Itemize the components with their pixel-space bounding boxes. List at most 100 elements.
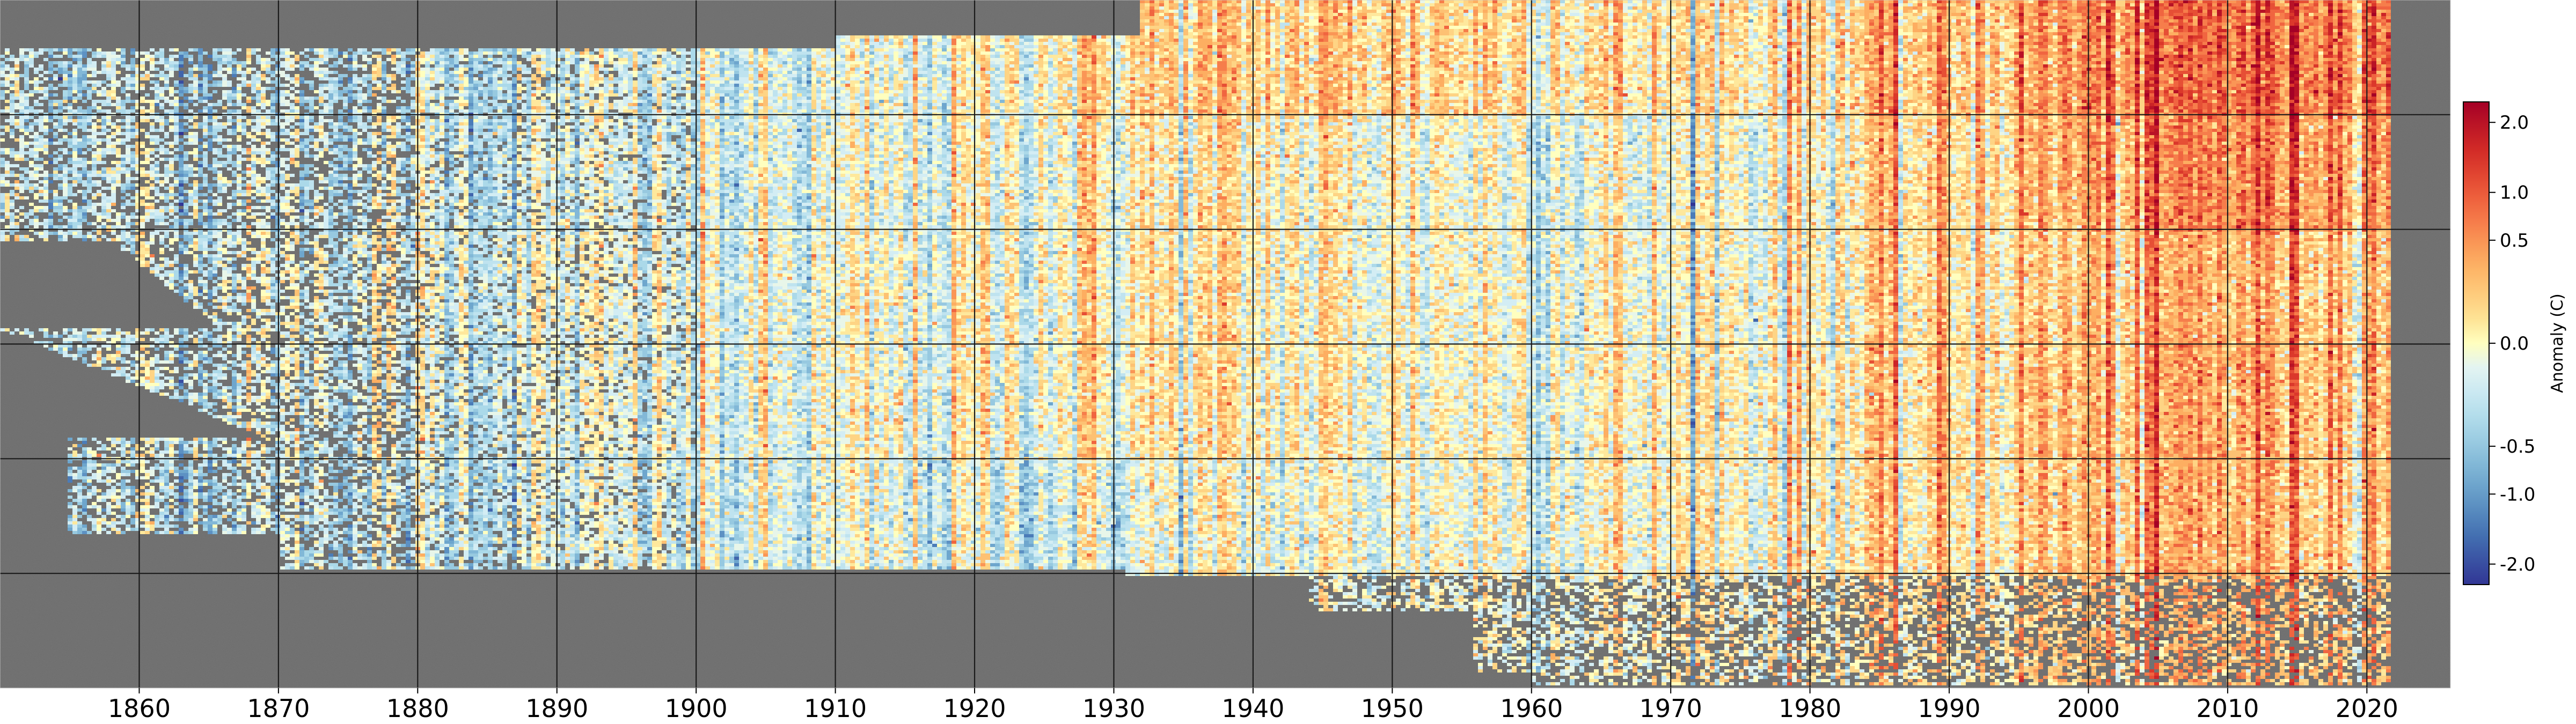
heatmap-cell-run: [2338, 6, 2343, 10]
heatmap-cell-run: [1396, 3, 1401, 6]
heatmap-cell-run: [1232, 13, 1236, 16]
heatmap-cell-run: [2091, 6, 2096, 10]
heatmap-cell-run: [1922, 13, 1927, 16]
heatmap-cell-run: [2091, 0, 2096, 3]
heatmap-cell-run: [2116, 13, 2120, 16]
heatmap-cell-run: [1686, 19, 1690, 23]
heatmap-cell-run: [1937, 10, 1942, 13]
heatmap-cell-run: [1623, 23, 1628, 26]
heatmap-cell-run: [1787, 10, 1792, 13]
heatmap-cell-run: [1695, 19, 1700, 23]
heatmap-cell-run: [1628, 6, 1633, 10]
heatmap-cell-run: [1222, 10, 1227, 13]
heatmap-cell-run: [1343, 3, 1348, 6]
heatmap-cell-run: [1546, 10, 1550, 13]
heatmap-cell-run: [1816, 0, 1821, 3]
heatmap-cell-run: [1492, 0, 1497, 3]
heatmap-cell-run: [1845, 23, 1850, 26]
heatmap-cell-run: [1652, 13, 1657, 16]
heatmap-cell-run: [1179, 0, 1183, 3]
heatmap-cell-run: [2386, 16, 2391, 19]
heatmap-cell-run: [1777, 3, 1782, 6]
heatmap-cell-run: [2285, 0, 2289, 3]
heatmap-cell-run: [2193, 0, 2198, 3]
heatmap-cell-run: [1333, 13, 1338, 16]
heatmap-cell-run: [1159, 23, 1164, 26]
heatmap-cell-run: [2053, 23, 2058, 26]
heatmap-cell-run: [1826, 0, 1831, 3]
heatmap-cell-run: [1647, 13, 1652, 16]
heatmap-cell-run: [1985, 16, 2000, 19]
heatmap-cell-run: [1449, 13, 1454, 16]
heatmap-cell-run: [1763, 10, 1768, 13]
heatmap-cell-run: [1309, 3, 1319, 6]
heatmap-cell-run: [1744, 10, 1748, 13]
heatmap-cell-run: [2130, 16, 2135, 19]
heatmap-cell-run: [2338, 13, 2343, 16]
heatmap-cell-run: [1671, 19, 1681, 23]
heatmap-cell-run: [2009, 6, 2014, 10]
heatmap-cell-run: [2058, 3, 2062, 6]
heatmap-cell-run: [1454, 13, 1459, 16]
heatmap-cell-run: [1985, 6, 1990, 10]
heatmap-cell-run: [1294, 23, 1304, 26]
heatmap-cell-run: [1560, 6, 1579, 10]
heatmap-cell-run: [1241, 0, 1246, 3]
heatmap-cell-run: [1261, 10, 1265, 13]
heatmap-cell-run: [1488, 3, 1492, 6]
heatmap-cell-run: [1637, 0, 1642, 3]
heatmap-cell-run: [1550, 10, 1555, 13]
heatmap-cell-run: [1869, 13, 1874, 16]
heatmap-cell-run: [2111, 19, 2116, 23]
heatmap-cell-run: [2294, 16, 2299, 19]
heatmap-cell-run: [1299, 0, 1304, 3]
heatmap-cell-run: [1372, 0, 1381, 3]
heatmap-cell-run: [1584, 6, 1589, 10]
heatmap-cell-run: [1304, 0, 1309, 3]
heatmap-cell-run: [1719, 23, 1724, 26]
heatmap-cell-run: [2333, 0, 2338, 3]
heatmap-cell-run: [1536, 3, 1541, 6]
heatmap-cell-run: [1275, 10, 1280, 13]
heatmap-cell-run: [1937, 19, 1942, 23]
heatmap-cell-run: [2149, 10, 2154, 13]
heatmap-cell-run: [1256, 10, 1261, 13]
heatmap-cell-run: [1802, 23, 1806, 26]
heatmap-cell-run: [1488, 0, 1492, 3]
heatmap-cell-run: [1893, 10, 1898, 13]
heatmap-cell-run: [1613, 3, 1618, 6]
heatmap-cell-run: [1246, 3, 1251, 6]
heatmap-cell-run: [1681, 6, 1686, 10]
heatmap-cell-run: [2275, 3, 2285, 6]
heatmap-cell-run: [1777, 0, 1782, 3]
heatmap-cell-run: [1261, 0, 1265, 3]
heatmap-cell-run: [1265, 23, 1270, 26]
heatmap-cell-run: [1927, 19, 1932, 23]
heatmap-cell-run: [2140, 10, 2145, 13]
heatmap-cell-run: [1343, 23, 1348, 26]
heatmap-cell-run: [1845, 0, 1850, 3]
heatmap-cell-run: [1662, 0, 1666, 3]
heatmap-cell-run: [1526, 3, 1531, 6]
heatmap-cell-run: [1183, 10, 1188, 13]
heatmap-cell-run: [1497, 10, 1502, 13]
heatmap-cell-run: [1589, 13, 1594, 16]
heatmap-cell-run: [1980, 10, 1985, 13]
heatmap-cell-run: [1633, 13, 1637, 16]
heatmap-cell-run: [2314, 0, 2318, 3]
heatmap-cell-run: [1261, 3, 1265, 6]
heatmap-cell-run: [1570, 0, 1575, 3]
heatmap-cell-run: [1821, 16, 1826, 19]
heatmap-cell-run: [1463, 13, 1468, 16]
heatmap-cell-run: [1193, 10, 1198, 13]
heatmap-cell-run: [2376, 3, 2391, 6]
heatmap-cell-run: [1179, 16, 1183, 19]
heatmap-cell-run: [1444, 13, 1449, 16]
heatmap-cell-run: [1777, 10, 1782, 13]
heatmap-cell-run: [2217, 16, 2222, 19]
heatmap-cell-run: [2009, 10, 2014, 13]
heatmap-cell-run: [1285, 16, 1290, 19]
heatmap-cell-run: [2294, 13, 2299, 16]
heatmap-cell-run: [1908, 16, 1918, 19]
heatmap-cell-run: [1357, 19, 1362, 23]
